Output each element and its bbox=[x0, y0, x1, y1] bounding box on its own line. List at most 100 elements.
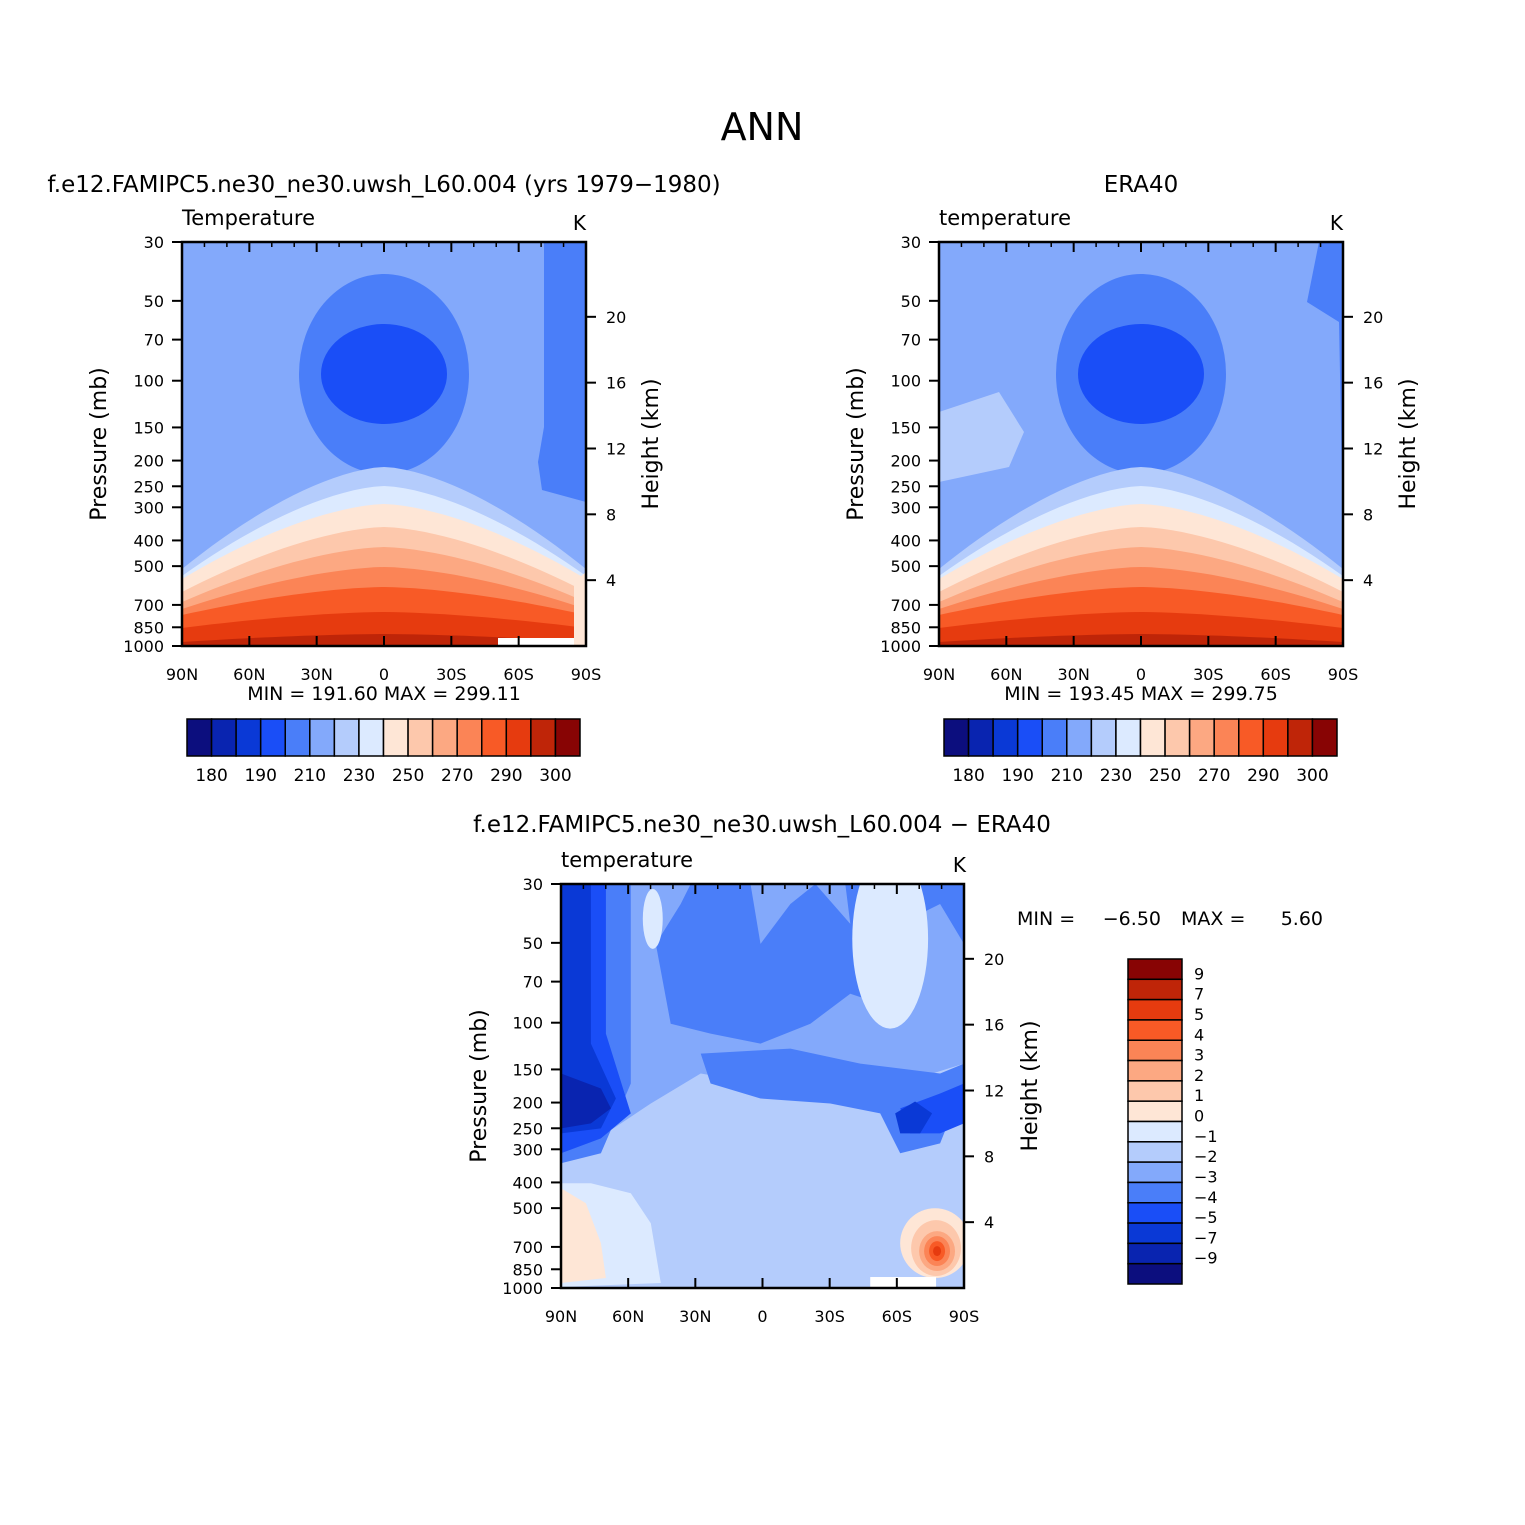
x-tick-label: 90N bbox=[166, 665, 198, 684]
colorbar-label: −9 bbox=[1194, 1249, 1218, 1268]
y-axis-label-right: Height (km) bbox=[639, 378, 664, 509]
colorbar-swatch bbox=[1127, 1222, 1183, 1245]
y-tick-label: 50 bbox=[901, 292, 921, 311]
contour-field bbox=[939, 242, 1343, 646]
x-tick-label: 0 bbox=[379, 665, 389, 684]
colorbar-swatch bbox=[505, 718, 532, 757]
x-tick-label: 90N bbox=[545, 1307, 577, 1326]
contour-field bbox=[182, 242, 586, 646]
y-tick-label: 850 bbox=[133, 618, 164, 637]
units-label: K bbox=[573, 211, 587, 235]
colorbar-swatch bbox=[1127, 1202, 1183, 1224]
colorbar-label: 190 bbox=[1001, 766, 1033, 786]
colorbar-label: 230 bbox=[1100, 766, 1132, 786]
y-tick-label: 700 bbox=[133, 596, 164, 615]
colorbar-label: 210 bbox=[1051, 766, 1083, 786]
colorbar-swatch bbox=[431, 718, 458, 757]
colorbar-swatch bbox=[1127, 958, 1183, 981]
colorbar-swatch bbox=[309, 718, 336, 757]
variable-label: temperature bbox=[561, 848, 693, 872]
colorbar-label: 290 bbox=[1247, 766, 1279, 786]
colorbar-swatch bbox=[1016, 718, 1043, 757]
y-tick-label: 150 bbox=[890, 418, 921, 437]
contour-band bbox=[642, 888, 663, 949]
colorbar-swatch bbox=[210, 718, 237, 757]
colorbar-label: 2 bbox=[1194, 1066, 1204, 1085]
y-tick-label: 70 bbox=[523, 973, 543, 992]
y-tick-label: 500 bbox=[133, 557, 164, 576]
colorbar: 180 190 210 230 250 270 290 300 bbox=[943, 718, 1338, 786]
x-tick-label: 0 bbox=[757, 1307, 767, 1326]
y-tick-label: 200 bbox=[512, 1094, 543, 1113]
x-tick-label: 90S bbox=[949, 1307, 980, 1326]
x-tick-label: 60S bbox=[1260, 665, 1291, 684]
contour-band bbox=[321, 324, 447, 424]
y2-tick-label: 20 bbox=[606, 308, 626, 327]
max-label: MAX = bbox=[1181, 908, 1245, 930]
y-tick-label: 30 bbox=[144, 233, 164, 252]
y-tick-label: 300 bbox=[133, 498, 164, 517]
colorbar-swatch bbox=[1127, 998, 1183, 1021]
colorbar-label: 300 bbox=[1296, 766, 1328, 786]
colorbar-swatch bbox=[1213, 718, 1240, 757]
max-value: 5.60 bbox=[1281, 908, 1323, 930]
y-tick-label: 100 bbox=[512, 1014, 543, 1033]
y-tick-label: 1000 bbox=[880, 637, 921, 656]
y-tick-label: 250 bbox=[890, 477, 921, 496]
y-tick-label: 30 bbox=[523, 875, 543, 894]
x-tick-label: 60N bbox=[612, 1307, 644, 1326]
y-tick-label: 700 bbox=[512, 1238, 543, 1257]
colorbar-swatch bbox=[1262, 718, 1289, 757]
colorbar-swatch bbox=[407, 718, 434, 757]
y2-tick-label: 8 bbox=[984, 1147, 994, 1166]
colorbar: 180 190 210 230 250 270 290 300 bbox=[186, 718, 581, 786]
colorbar-swatch bbox=[1127, 1080, 1183, 1102]
colorbar-label: −3 bbox=[1194, 1167, 1218, 1186]
contour-field bbox=[561, 884, 964, 1288]
x-tick-label: 90N bbox=[923, 665, 955, 684]
colorbar-label: −1 bbox=[1194, 1127, 1218, 1146]
colorbar-swatch bbox=[1127, 1262, 1183, 1285]
contour-band bbox=[895, 1101, 933, 1134]
colorbar-label: 290 bbox=[490, 766, 522, 786]
colorbar-swatch bbox=[481, 718, 508, 757]
y-tick-label: 50 bbox=[144, 292, 164, 311]
variable-label: Temperature bbox=[181, 206, 315, 230]
y2-tick-label: 12 bbox=[984, 1081, 1004, 1100]
y-tick-label: 100 bbox=[890, 372, 921, 391]
panel-model: f.e12.FAMIPC5.ne30_ne30.uwsh_L60.004 (yr… bbox=[47, 172, 720, 786]
y2-tick-label: 20 bbox=[984, 950, 1004, 969]
colorbar-swatch bbox=[992, 718, 1019, 757]
y-tick-label: 200 bbox=[133, 452, 164, 471]
colorbar-swatch bbox=[382, 718, 409, 757]
contour-band bbox=[561, 884, 616, 1134]
y-tick-label: 250 bbox=[512, 1119, 543, 1138]
y-tick-label: 700 bbox=[890, 596, 921, 615]
colorbar-label: −7 bbox=[1194, 1228, 1218, 1247]
colorbar-swatch bbox=[1139, 718, 1166, 757]
variable-label: temperature bbox=[939, 206, 1071, 230]
y-tick-label: 500 bbox=[890, 557, 921, 576]
y-tick-label: 70 bbox=[901, 331, 921, 350]
panel-era40: ERA40 temperature K 90N 60N 30N 0 30S 60S 90S 3… bbox=[844, 172, 1421, 786]
contour-band bbox=[574, 572, 586, 646]
contour-band bbox=[1307, 242, 1343, 532]
figure-title: ANN bbox=[721, 105, 804, 149]
y2-tick-label: 16 bbox=[1363, 374, 1383, 393]
y-axis-label-left: Pressure (mb) bbox=[844, 367, 869, 521]
y-tick-label: 400 bbox=[133, 531, 164, 550]
x-tick-label: 60S bbox=[882, 1307, 913, 1326]
y-tick-label: 1000 bbox=[502, 1279, 543, 1298]
y2-tick-label: 8 bbox=[606, 505, 616, 524]
colorbar-swatch bbox=[235, 718, 262, 757]
y-tick-label: 300 bbox=[890, 498, 921, 517]
min-max-label: MIN = 191.60 MAX = 299.11 bbox=[247, 683, 521, 705]
x-tick-label: 30S bbox=[814, 1307, 845, 1326]
min-label: MIN = bbox=[1017, 908, 1075, 930]
y-tick-label: 1000 bbox=[123, 637, 164, 656]
x-tick-label: 60N bbox=[990, 665, 1022, 684]
colorbar-swatch bbox=[284, 718, 311, 757]
colorbar-swatch bbox=[1127, 1039, 1183, 1062]
y-tick-label: 30 bbox=[901, 233, 921, 252]
units-label: K bbox=[1330, 211, 1344, 235]
